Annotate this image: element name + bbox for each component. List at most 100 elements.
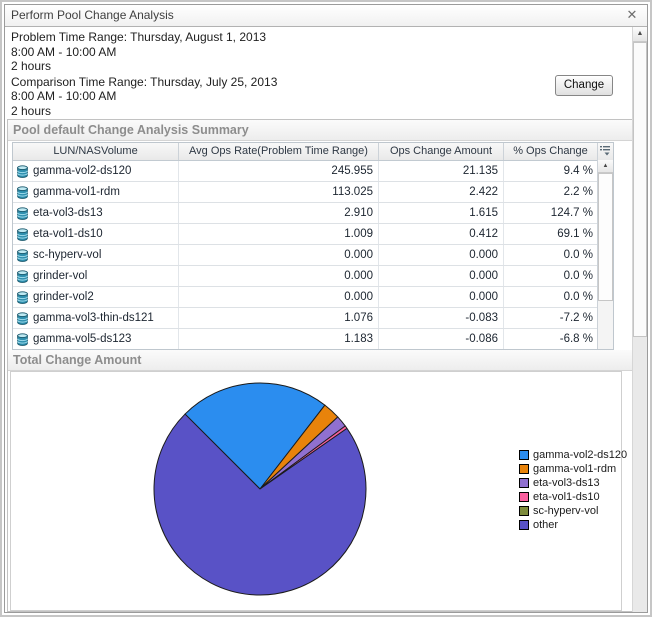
pie-slice-gamma-vol2-ds120[interactable]	[184, 382, 326, 490]
legend-item: eta-vol1-ds10	[519, 490, 627, 504]
table-scroll-up-icon[interactable]: ▲	[598, 160, 613, 173]
cell-pct-ops-change: 9.4 %	[563, 165, 593, 177]
database-icon	[17, 164, 28, 178]
cell-ops-change-amount: 0.000	[379, 287, 504, 307]
cell-volume-name: grinder-vol2	[13, 287, 179, 307]
database-icon	[17, 290, 28, 304]
problem-range-hours: 8:00 AM - 10:00 AM	[11, 44, 117, 59]
column-header-ops-change[interactable]: Ops Change Amount	[379, 143, 504, 160]
cell-ops-change-amount: 21.135	[379, 161, 504, 181]
problem-range-duration: 2 hours	[11, 59, 52, 74]
column-chooser-icon[interactable]	[600, 145, 611, 156]
summary-table: LUN/NASVolume Avg Ops Rate(Problem Time …	[12, 142, 614, 350]
page-title: Perform Pool Change Analysis	[11, 8, 174, 22]
cell-avg-ops-rate: 1.183	[179, 329, 379, 349]
legend-swatch-icon	[519, 478, 529, 488]
legend-item: other	[519, 518, 627, 532]
legend-label: eta-vol3-ds13	[533, 477, 600, 489]
table-row[interactable]: gamma-vol1-rdm 113.025 2.422 2.2 %	[13, 182, 613, 203]
pie-chart[interactable]	[11, 372, 621, 610]
legend-label: eta-vol1-ds10	[533, 491, 600, 503]
pie-slice-other[interactable]	[153, 413, 367, 596]
cell-ops-change-amount: -0.083	[379, 308, 504, 328]
table-row[interactable]: grinder-vol 0.000 0.000 0.0 %	[13, 266, 613, 287]
table-row[interactable]: gamma-vol2-ds120 245.955 21.135 9.4 %	[13, 161, 613, 182]
cell-avg-ops-rate: 0.000	[179, 266, 379, 286]
column-header-avg-ops[interactable]: Avg Ops Rate(Problem Time Range)	[179, 143, 379, 160]
table-row[interactable]: sc-hyperv-vol 0.000 0.000 0.0 %	[13, 245, 613, 266]
legend-swatch-icon	[519, 506, 529, 516]
legend-label: sc-hyperv-vol	[533, 505, 599, 517]
table-row[interactable]: gamma-vol5-ds123 1.183 -0.086 -6.8 %	[13, 329, 613, 349]
comparison-range-hours: 8:00 AM - 10:00 AM	[11, 89, 117, 104]
legend-item: sc-hyperv-vol	[519, 504, 627, 518]
close-icon[interactable]: ✕	[626, 7, 638, 22]
legend-swatch-icon	[519, 450, 529, 460]
cell-ops-change-amount: 0.412	[379, 224, 504, 244]
cell-pct-ops-change: -7.2 %	[559, 312, 593, 324]
scroll-up-icon[interactable]: ▲	[633, 27, 647, 42]
cell-avg-ops-rate: 0.000	[179, 245, 379, 265]
scroll-thumb[interactable]	[633, 42, 647, 337]
cell-volume-name: eta-vol3-ds13	[13, 203, 179, 223]
time-range-block: Problem Time Range: Thursday, August 1, …	[11, 30, 277, 120]
table-row[interactable]: gamma-vol3-thin-ds121 1.076 -0.083 -7.2 %	[13, 308, 613, 329]
cell-pct-ops-change: 2.2 %	[563, 186, 593, 198]
cell-pct-ops-change: 0.0 %	[563, 291, 593, 303]
cell-volume-name: gamma-vol5-ds123	[13, 329, 179, 349]
cell-volume-name: eta-vol1-ds10	[13, 224, 179, 244]
legend-item: gamma-vol2-ds120	[519, 448, 627, 462]
table-scrollbar[interactable]: ▲	[597, 160, 613, 349]
database-icon	[17, 206, 28, 220]
column-header-pct-change[interactable]: % Ops Change	[504, 143, 598, 160]
legend-label: other	[533, 519, 559, 531]
cell-pct-ops-change: 0.0 %	[563, 249, 593, 261]
change-button[interactable]: Change	[555, 75, 613, 96]
cell-ops-change-amount: 1.615	[379, 203, 504, 223]
cell-ops-change-amount: 2.422	[379, 182, 504, 202]
cell-pct-ops-change: 124.7 %	[550, 207, 593, 219]
comparison-time-range: Comparison Time Range: Thursday, July 25…	[11, 75, 277, 119]
column-menu-cell[interactable]	[598, 143, 613, 160]
summary-section-header: Pool default Change Analysis Summary	[8, 120, 632, 141]
cell-volume-name: gamma-vol3-thin-ds121	[13, 308, 179, 328]
legend-label: gamma-vol1-rdm	[533, 463, 617, 475]
cell-avg-ops-rate: 113.025	[179, 182, 379, 202]
legend-item: eta-vol3-ds13	[519, 476, 627, 490]
cell-avg-ops-rate: 1.009	[179, 224, 379, 244]
legend-swatch-icon	[519, 464, 529, 474]
database-icon	[17, 248, 28, 262]
comparison-range-label: Comparison Time Range: Thursday, July 25…	[11, 74, 278, 89]
cell-ops-change-amount: 0.000	[379, 266, 504, 286]
chart-legend: gamma-vol2-ds120 gamma-vol1-rdm eta-vol3-d…	[519, 448, 627, 532]
column-header-lun[interactable]: LUN/NASVolume	[13, 143, 179, 160]
database-icon	[17, 311, 28, 325]
cell-pct-ops-change: -6.8 %	[559, 333, 593, 345]
database-icon	[17, 227, 28, 241]
cell-ops-change-amount: -0.086	[379, 329, 504, 349]
total-section-header: Total Change Amount	[8, 350, 632, 371]
table-row[interactable]: eta-vol3-ds13 2.910 1.615 124.7 %	[13, 203, 613, 224]
table-row[interactable]: grinder-vol2 0.000 0.000 0.0 %	[13, 287, 613, 308]
legend-item: gamma-vol1-rdm	[519, 462, 627, 476]
analysis-panel: Pool default Change Analysis Summary LUN…	[7, 119, 633, 612]
table-row[interactable]: eta-vol1-ds10 1.009 0.412 69.1 %	[13, 224, 613, 245]
legend-swatch-icon	[519, 520, 529, 530]
table-scroll-thumb[interactable]	[598, 173, 613, 301]
cell-ops-change-amount: 0.000	[379, 245, 504, 265]
cell-avg-ops-rate: 245.955	[179, 161, 379, 181]
problem-range-label: Problem Time Range: Thursday, August 1, …	[11, 30, 267, 44]
problem-time-range: Problem Time Range: Thursday, August 1, …	[11, 30, 277, 74]
cell-avg-ops-rate: 2.910	[179, 203, 379, 223]
window-scrollbar[interactable]: ▲	[632, 27, 647, 612]
title-bar: Perform Pool Change Analysis ✕	[5, 5, 647, 27]
cell-volume-name: gamma-vol1-rdm	[13, 182, 179, 202]
cell-volume-name: grinder-vol	[13, 266, 179, 286]
legend-label: gamma-vol2-ds120	[533, 449, 628, 461]
dialog-frame: Perform Pool Change Analysis ✕ Problem T…	[4, 4, 648, 613]
total-change-chart: gamma-vol2-ds120 gamma-vol1-rdm eta-vol3-d…	[10, 371, 627, 611]
database-icon	[17, 269, 28, 283]
legend-swatch-icon	[519, 492, 529, 502]
database-icon	[17, 185, 28, 199]
